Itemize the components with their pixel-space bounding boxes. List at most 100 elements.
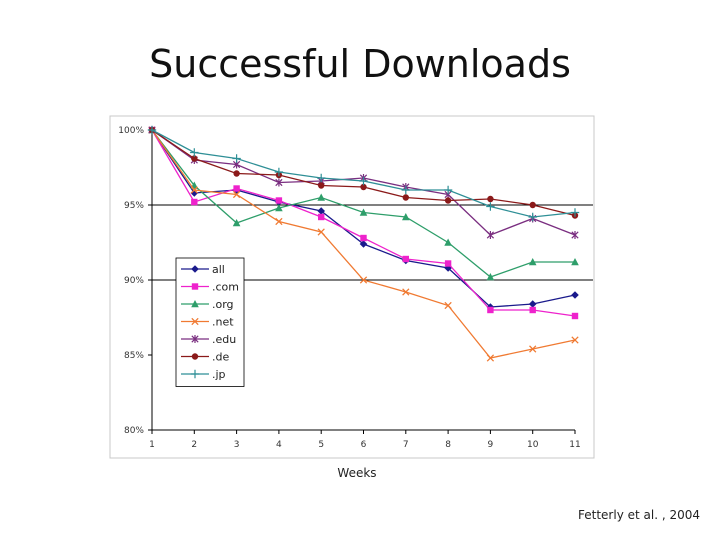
data-point xyxy=(486,231,495,239)
data-point xyxy=(191,317,199,326)
series-line xyxy=(151,129,575,278)
x-tick-label: 7 xyxy=(403,440,409,450)
legend-item: .net xyxy=(181,316,234,329)
legend-label: .de xyxy=(212,351,229,364)
data-point xyxy=(275,197,283,204)
data-point xyxy=(191,353,199,360)
data-point xyxy=(360,183,367,191)
data-point xyxy=(528,258,537,266)
data-point xyxy=(317,207,325,215)
data-point xyxy=(191,155,198,162)
data-point xyxy=(232,154,241,163)
data-point xyxy=(191,283,199,290)
data-point xyxy=(359,176,368,186)
data-point xyxy=(191,300,199,308)
data-point xyxy=(571,291,579,299)
data-point xyxy=(443,185,453,195)
x-tick-label: 2 xyxy=(191,440,197,450)
data-point xyxy=(360,234,367,242)
legend-label: .net xyxy=(212,316,234,329)
data-point xyxy=(359,276,368,284)
data-point xyxy=(444,238,452,246)
data-point xyxy=(444,197,452,204)
data-point xyxy=(318,182,325,189)
series-jp xyxy=(147,125,580,222)
data-point xyxy=(191,198,198,206)
x-tick-label: 6 xyxy=(361,440,367,450)
legend-label: .jp xyxy=(212,368,226,381)
data-point xyxy=(359,240,368,248)
x-tick-label: 1 xyxy=(149,440,155,450)
data-point xyxy=(486,202,495,211)
data-point xyxy=(317,193,325,201)
data-point xyxy=(190,186,198,194)
legend-label: .org xyxy=(212,298,234,311)
data-point xyxy=(191,335,199,343)
data-point xyxy=(570,208,580,217)
data-point xyxy=(571,312,579,320)
data-point xyxy=(402,194,409,201)
data-point xyxy=(487,195,494,203)
series-layer xyxy=(147,125,580,362)
data-point xyxy=(274,167,284,177)
data-point xyxy=(486,273,495,281)
data-point xyxy=(444,260,452,267)
data-point xyxy=(275,178,283,187)
data-point xyxy=(317,173,326,183)
series-net xyxy=(148,126,579,362)
data-point xyxy=(191,265,199,273)
data-point xyxy=(571,258,579,266)
chart-frame xyxy=(109,115,595,459)
data-point xyxy=(359,208,368,216)
data-point xyxy=(444,301,452,310)
x-tick-label: 8 xyxy=(445,440,451,450)
data-point xyxy=(232,219,241,227)
legend-item: .de xyxy=(181,351,229,364)
data-point xyxy=(275,204,283,212)
y-tick-label: 100% xyxy=(118,126,144,136)
axes-layer: 100% 95% 90% 85% 80% 1 2 3 4 5 6 7 8 9 10 11 xyxy=(118,126,580,450)
data-point xyxy=(571,231,579,239)
x-tick-label: 11 xyxy=(569,440,580,450)
data-point xyxy=(487,306,494,314)
x-tick-label: 3 xyxy=(234,440,240,450)
data-point xyxy=(529,306,536,314)
data-point xyxy=(317,228,325,236)
legend-item: .jp xyxy=(181,368,226,381)
data-point xyxy=(318,213,325,221)
data-point xyxy=(402,288,410,296)
y-tick-label: 85% xyxy=(124,351,144,361)
series-org xyxy=(148,126,579,281)
x-tick-label: 5 xyxy=(318,440,324,450)
legend-label: .com xyxy=(212,281,239,294)
slide-title: Successful Downloads xyxy=(149,42,571,86)
data-point xyxy=(529,345,537,353)
legend-item: .org xyxy=(181,298,234,311)
legend-item: .edu xyxy=(181,333,236,346)
data-point xyxy=(190,148,199,157)
legend-item: all xyxy=(181,263,225,276)
x-tick-label: 10 xyxy=(527,440,539,450)
data-point xyxy=(233,185,240,192)
data-point xyxy=(486,354,495,362)
legend-label: .edu xyxy=(212,333,236,346)
y-tick-label: 80% xyxy=(124,426,144,436)
legend: all .com .org .net .edu .de .jp xyxy=(175,257,245,387)
data-point xyxy=(232,190,241,199)
data-point xyxy=(402,213,410,221)
legend-box xyxy=(175,257,245,387)
data-point xyxy=(233,170,240,177)
legend-label: all xyxy=(212,263,225,276)
data-point xyxy=(401,185,410,195)
data-point xyxy=(402,255,409,263)
data-point xyxy=(190,369,200,379)
data-point xyxy=(528,300,537,308)
data-point xyxy=(571,336,579,344)
x-tick-label: 4 xyxy=(276,440,282,450)
y-tick-label: 95% xyxy=(124,201,144,211)
data-point xyxy=(147,125,157,135)
x-axis-label: Weeks xyxy=(337,466,377,480)
data-point xyxy=(275,217,283,226)
data-point xyxy=(528,212,537,222)
